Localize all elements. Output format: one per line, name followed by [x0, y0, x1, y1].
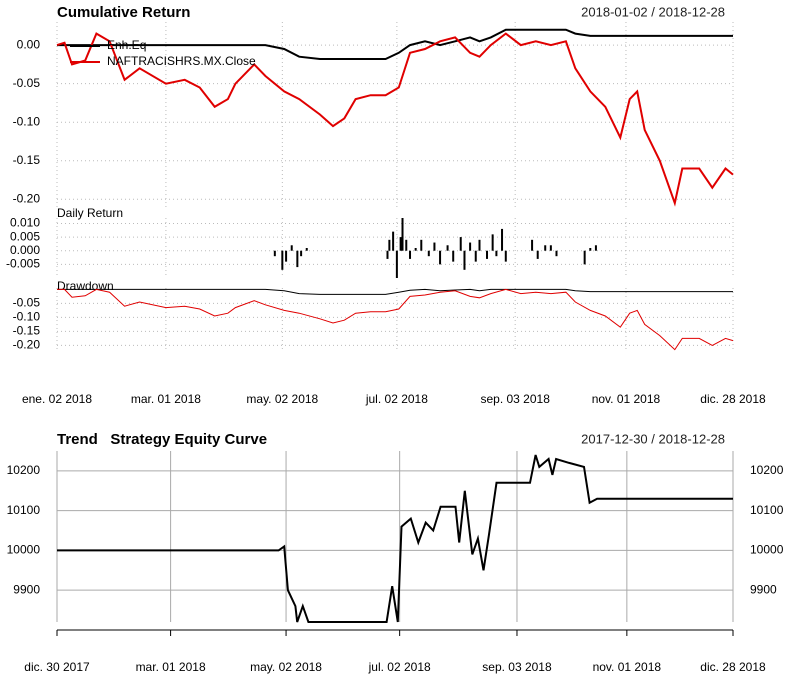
bar: [281, 250, 284, 270]
y-tick-label: 0.00: [17, 37, 41, 51]
bar: [399, 237, 402, 251]
x-tick-label: mar. 01 2018: [136, 660, 206, 674]
y-tick-label: -0.10: [13, 114, 41, 128]
x-tick-label: dic. 30 2017: [24, 660, 90, 674]
bar: [401, 218, 404, 251]
bar: [549, 245, 552, 251]
y-tick-label-right: 9900: [750, 582, 777, 596]
x-tick-label: nov. 01 2018: [593, 660, 662, 674]
bar: [285, 250, 288, 262]
x-tick-label: may. 02 2018: [250, 660, 322, 674]
y-tick-label: 0.000: [10, 243, 40, 257]
date-range: 2017-12-30 / 2018-12-28: [581, 431, 725, 446]
y-tick-label: 9900: [13, 582, 40, 596]
x-tick-label: ene. 02 2018: [22, 392, 92, 406]
bar: [273, 250, 276, 257]
bar: [589, 248, 592, 251]
y-tick-label: -0.005: [6, 257, 40, 271]
series-line: [57, 28, 733, 60]
x-tick-label: mar. 01 2018: [131, 392, 201, 406]
bar: [420, 239, 423, 251]
bar: [504, 250, 507, 262]
bar: [433, 242, 436, 251]
bar: [478, 239, 481, 251]
y-tick-label-right: 10100: [750, 503, 784, 517]
bar: [290, 245, 293, 251]
y-tick-label: 10200: [7, 463, 41, 477]
date-range: 2018-01-02 / 2018-12-28: [581, 4, 725, 19]
bar: [296, 250, 299, 268]
bar: [536, 250, 539, 259]
y-tick-label: 0.005: [10, 229, 40, 243]
x-tick-label: dic. 28 2018: [700, 392, 766, 406]
bar: [414, 248, 417, 251]
bar: [405, 239, 408, 251]
bar: [583, 250, 586, 265]
bar: [392, 231, 395, 251]
bar: [555, 250, 558, 257]
bar: [300, 250, 303, 257]
bar: [544, 245, 547, 251]
panel-title: Daily Return: [57, 206, 123, 220]
series-line: [56, 32, 734, 207]
bar: [501, 228, 504, 251]
panel-title: Cumulative Return: [57, 4, 190, 21]
y-tick-label: -0.10: [13, 310, 41, 324]
bar: [491, 234, 494, 251]
x-tick-label: may. 02 2018: [246, 392, 318, 406]
bar: [463, 250, 466, 270]
legend-label: Enh.Eq: [107, 38, 146, 52]
bar: [495, 250, 498, 257]
x-tick-label: jul. 02 2018: [365, 392, 428, 406]
bar: [427, 250, 430, 257]
bar: [486, 250, 489, 259]
bar: [409, 250, 412, 259]
bar: [386, 250, 389, 259]
series-line: [57, 288, 734, 351]
bar: [459, 237, 462, 251]
x-tick-label: dic. 28 2018: [700, 660, 766, 674]
bar: [395, 250, 398, 278]
y-tick-label: -0.20: [13, 191, 41, 205]
bar: [452, 250, 455, 262]
x-tick-label: sep. 03 2018: [482, 660, 552, 674]
y-tick-label: -0.15: [13, 324, 41, 338]
y-tick-label: 10000: [7, 543, 41, 557]
series-line: [57, 454, 733, 623]
panel-title: Trend Strategy Equity Curve: [57, 431, 267, 448]
bar: [305, 248, 308, 251]
bar: [474, 250, 477, 262]
y-tick-label: -0.15: [13, 153, 41, 167]
series-line: [57, 288, 733, 295]
y-tick-label-right: 10000: [750, 543, 784, 557]
y-tick-label: 10100: [7, 503, 41, 517]
bar: [446, 245, 449, 251]
y-tick-label: -0.20: [13, 338, 41, 352]
bar: [469, 242, 472, 251]
y-tick-label-right: 10200: [750, 463, 784, 477]
x-tick-label: nov. 01 2018: [592, 392, 661, 406]
bar: [439, 250, 442, 265]
x-tick-label: jul. 02 2018: [368, 660, 431, 674]
bar: [531, 239, 534, 251]
bar: [388, 239, 391, 251]
bar: [594, 245, 597, 251]
y-tick-label: -0.05: [13, 76, 41, 90]
y-tick-label: -0.05: [13, 296, 41, 310]
x-tick-label: sep. 03 2018: [480, 392, 550, 406]
y-tick-label: 0.010: [10, 216, 40, 230]
legend-label: NAFTRACISHRS.MX.Close: [107, 54, 256, 68]
